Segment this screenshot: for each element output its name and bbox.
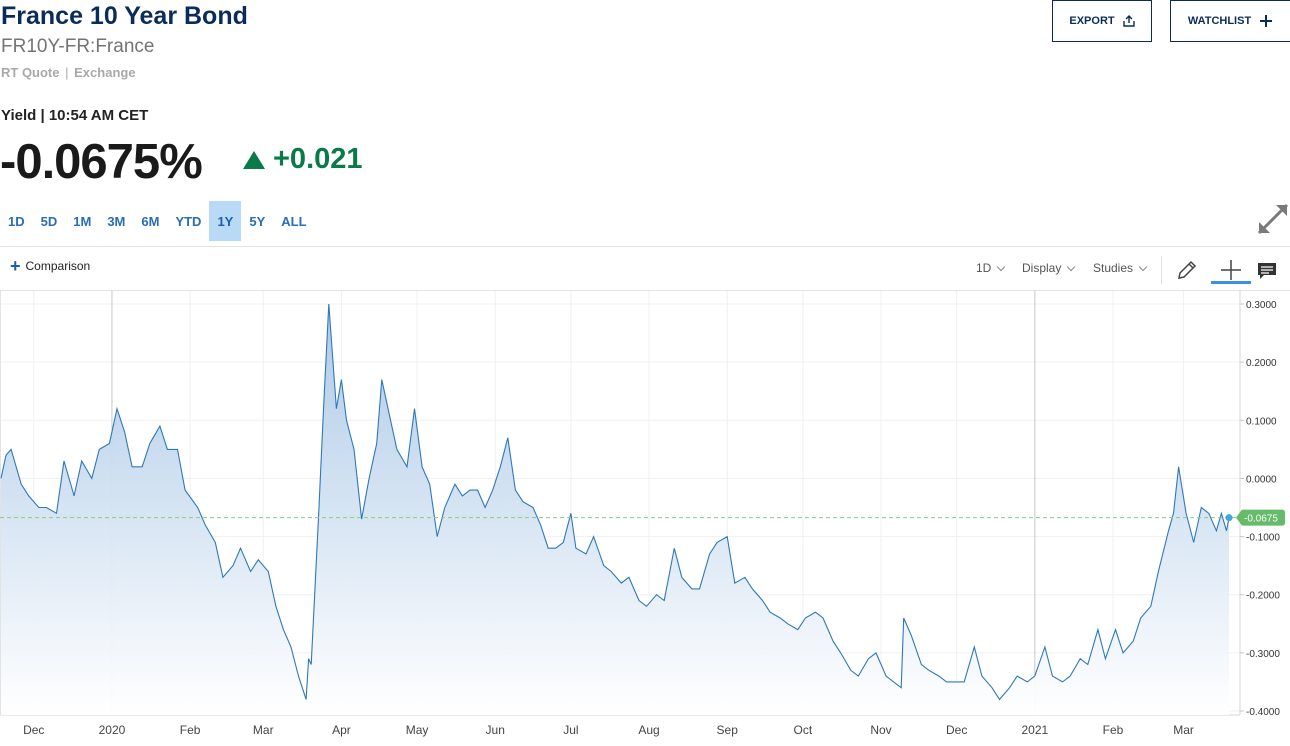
y-tick-label: -0.2000	[1246, 591, 1280, 602]
chevron-down-icon	[997, 262, 1006, 271]
studies-dropdown[interactable]: Studies	[1093, 261, 1148, 275]
exchange-label: Exchange	[74, 65, 136, 80]
quote-source: RT Quote | Exchange	[1, 65, 136, 80]
chart-toolbar: + Comparison 1D Display Studies	[0, 246, 1290, 291]
range-tab-all[interactable]: ALL	[281, 213, 307, 229]
export-button[interactable]: EXPORT	[1052, 0, 1152, 42]
x-tick-label: Apr	[332, 723, 351, 737]
chevron-down-icon	[1067, 262, 1076, 271]
x-tick-label: Sep	[717, 723, 739, 737]
change-indicator: +0.021	[243, 143, 363, 176]
toolbar-divider	[1161, 256, 1162, 284]
chevron-down-icon	[1138, 262, 1148, 271]
x-tick-label: Feb	[1103, 723, 1124, 737]
y-tick-label: -0.3000	[1246, 649, 1280, 660]
x-tick-label: 2021	[1021, 723, 1048, 737]
crosshair-active-indicator	[1211, 281, 1251, 284]
last-value-badge: -0.0675	[1236, 509, 1285, 526]
last-value-label: -0.0675	[1244, 514, 1278, 525]
last-point-marker	[1225, 514, 1233, 522]
arrow-up-icon	[243, 150, 265, 169]
range-tab-5d[interactable]: 5D	[40, 213, 58, 229]
plus-icon	[1260, 15, 1273, 27]
x-tick-label: Dec	[946, 723, 967, 737]
range-tab-6m[interactable]: 6M	[141, 213, 160, 229]
x-tick-label: 2020	[99, 723, 126, 737]
crosshair-icon[interactable]	[1218, 257, 1244, 283]
display-dropdown[interactable]: Display	[1022, 261, 1076, 275]
y-tick-label: 0.2000	[1246, 358, 1277, 369]
change-value: +0.021	[273, 143, 363, 175]
pencil-icon[interactable]	[1174, 257, 1200, 283]
x-tick-label: Dec	[23, 723, 44, 737]
studies-label: Studies	[1093, 261, 1134, 275]
x-tick-label: Oct	[794, 723, 813, 737]
y-tick-label: 0.1000	[1246, 416, 1277, 427]
page-title: France 10 Year Bond	[1, 2, 248, 30]
x-tick-label: Aug	[638, 723, 659, 737]
yield-chart[interactable]: 0.3000 0.2000 0.1000 0.0000 -0.1000 -0.2000 -0…	[0, 291, 1290, 746]
comparison-button[interactable]: + Comparison	[10, 256, 91, 276]
range-tab-1m[interactable]: 1M	[73, 213, 92, 229]
share-icon	[1122, 15, 1135, 27]
y-tick-label: -0.1000	[1246, 533, 1280, 544]
last-value-badge-bg	[1236, 509, 1285, 526]
x-tick-label: Feb	[180, 723, 201, 737]
comparison-label: Comparison	[25, 259, 91, 273]
series-line	[0, 303, 1230, 701]
x-tick-label: Jul	[563, 723, 578, 737]
watchlist-button[interactable]: WATCHLIST	[1170, 0, 1290, 42]
comment-icon[interactable]	[1254, 257, 1280, 283]
plus-icon: +	[10, 256, 21, 276]
quote-type: RT Quote	[1, 65, 60, 80]
range-tab-1y[interactable]: 1Y	[209, 201, 242, 241]
range-tab-ytd[interactable]: YTD	[175, 213, 202, 229]
y-tick-label: 0.3000	[1246, 300, 1277, 311]
x-tick-label: Jun	[486, 723, 505, 737]
export-label: EXPORT	[1069, 15, 1115, 27]
yield-value: -0.0675%	[0, 135, 203, 189]
range-tab-1d[interactable]: 1D	[8, 213, 25, 229]
watchlist-label: WATCHLIST	[1187, 15, 1252, 27]
display-label: Display	[1022, 261, 1062, 275]
interval-dropdown[interactable]: 1D	[976, 261, 1006, 275]
time-range-tabs: 1D 5D 1M 3M 6M YTD 1Y 5Y ALL	[0, 201, 315, 241]
yield-label: Yield | 10:54 AM CET	[1, 107, 149, 124]
quote-separator: |	[65, 65, 69, 80]
y-tick-label: -0.4000	[1246, 707, 1280, 718]
symbol-label: FR10Y-FR:France	[1, 36, 155, 57]
y-tick-label: 0.0000	[1246, 474, 1277, 485]
x-tick-label: Mar	[1173, 723, 1194, 737]
x-tick-label: Nov	[870, 723, 891, 737]
range-tab-5y[interactable]: 5Y	[249, 213, 266, 229]
x-tick-label: May	[406, 723, 429, 737]
x-tick-label: Mar	[253, 723, 274, 737]
area-fill	[1, 304, 1229, 715]
interval-label: 1D	[976, 261, 992, 275]
expand-icon[interactable]	[1256, 200, 1290, 236]
range-tab-3m[interactable]: 3M	[107, 213, 126, 229]
